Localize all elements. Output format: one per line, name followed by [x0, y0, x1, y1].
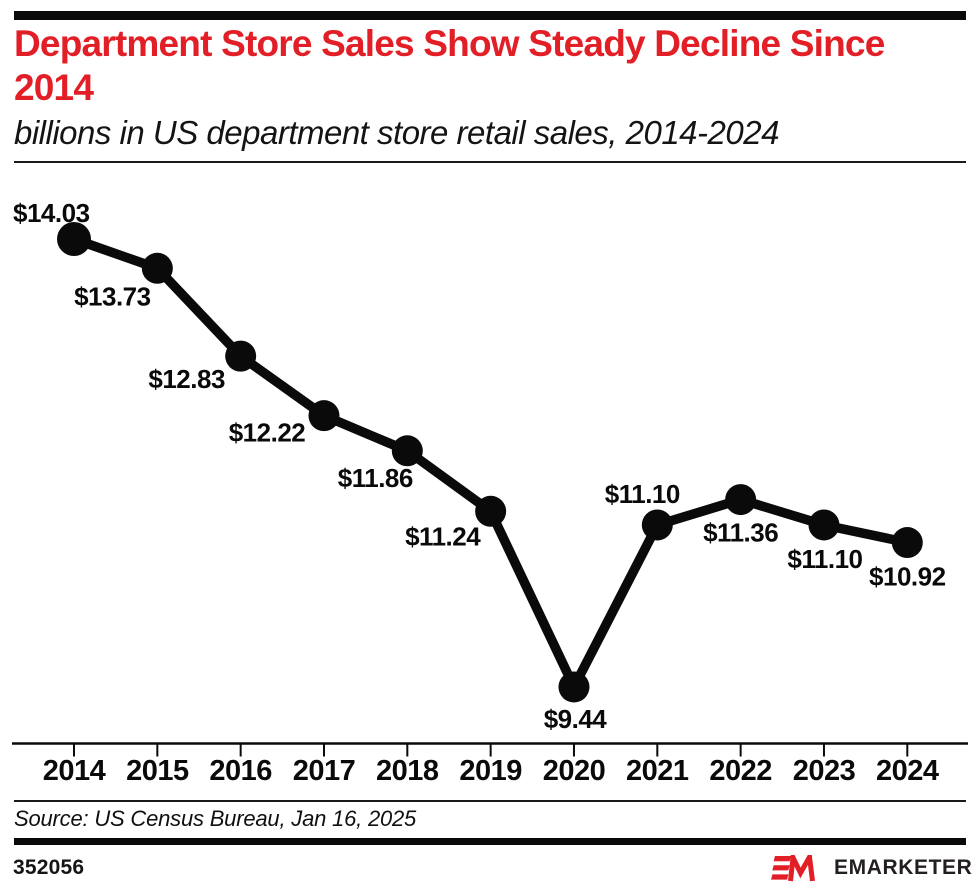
data-point-label-2023: $11.10 — [787, 544, 862, 574]
source-divider — [14, 800, 966, 802]
chart-id: 352056 — [13, 856, 85, 879]
emarketer-logo: EMARKETER — [771, 851, 972, 885]
footer-accent-bar — [14, 838, 966, 845]
data-point-label-2020: $9.44 — [544, 704, 608, 734]
sales-trend-line — [72, 234, 909, 692]
data-point-2018 — [391, 435, 423, 467]
data-point-2017 — [308, 400, 340, 432]
x-axis-year-label: 2018 — [376, 755, 439, 787]
x-axis-year-label: 2015 — [126, 755, 189, 787]
data-point-2022 — [725, 484, 757, 516]
data-point-label-2014: $14.03 — [13, 198, 90, 228]
data-point-label-2017: $12.22 — [229, 418, 306, 448]
data-point-2021 — [641, 509, 673, 541]
source-text: Source: US Census Bureau, Jan 16, 2025 — [14, 806, 417, 831]
brand-wordmark: EMARKETER — [834, 856, 973, 879]
x-axis-year-label: 2017 — [293, 755, 356, 787]
data-point-label-2016: $12.83 — [148, 364, 225, 394]
x-axis-year-label: 2024 — [876, 755, 939, 787]
chart-subtitle: billions in US department store retail s… — [14, 114, 779, 151]
data-point-2015 — [141, 252, 173, 284]
data-point-2020 — [558, 671, 590, 703]
emarketer-em-icon — [771, 854, 815, 881]
x-axis-year-label: 2022 — [709, 755, 772, 787]
data-point-2024 — [891, 527, 923, 559]
x-axis-year-label: 2023 — [793, 755, 856, 787]
x-axis-year-label: 2016 — [209, 755, 272, 787]
x-axis-year-label: 2019 — [459, 755, 522, 787]
data-point-label-2018: $11.86 — [338, 463, 413, 493]
data-point-label-2021: $11.10 — [605, 479, 680, 509]
data-point-label-2015: $13.73 — [74, 281, 151, 311]
title-divider — [14, 161, 966, 163]
top-accent-bar — [14, 11, 966, 20]
data-point-label-2019: $11.24 — [405, 521, 481, 551]
data-point-2023 — [808, 509, 840, 541]
data-point-2014 — [57, 222, 91, 256]
x-axis-year-label: 2021 — [626, 755, 689, 787]
data-point-2016 — [225, 340, 257, 372]
data-point-label-2024: $10.92 — [869, 562, 946, 592]
data-point-2019 — [475, 495, 507, 527]
x-axis-year-label: 2014 — [43, 755, 106, 787]
x-axis-year-label: 2020 — [543, 755, 606, 787]
page-title: Department Store Sales Show Steady Decli… — [14, 23, 885, 108]
data-point-label-2022: $11.36 — [703, 518, 778, 548]
